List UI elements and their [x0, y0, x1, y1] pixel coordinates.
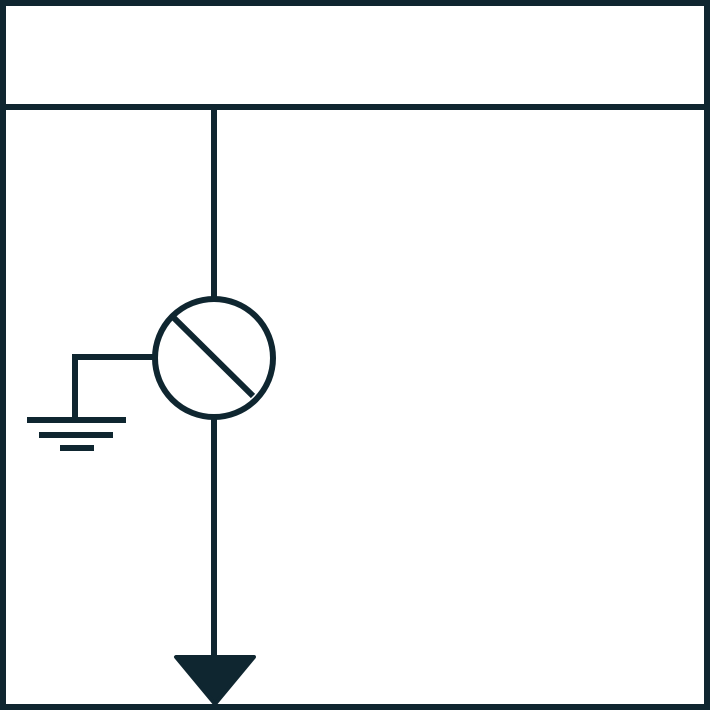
surge-device-icon: [152, 296, 276, 420]
downward-triangle-arrow-icon: [174, 655, 256, 706]
earth-ground-icon: [27, 354, 155, 451]
device-diagonal: [171, 315, 256, 399]
ground-lead: [72, 354, 155, 420]
